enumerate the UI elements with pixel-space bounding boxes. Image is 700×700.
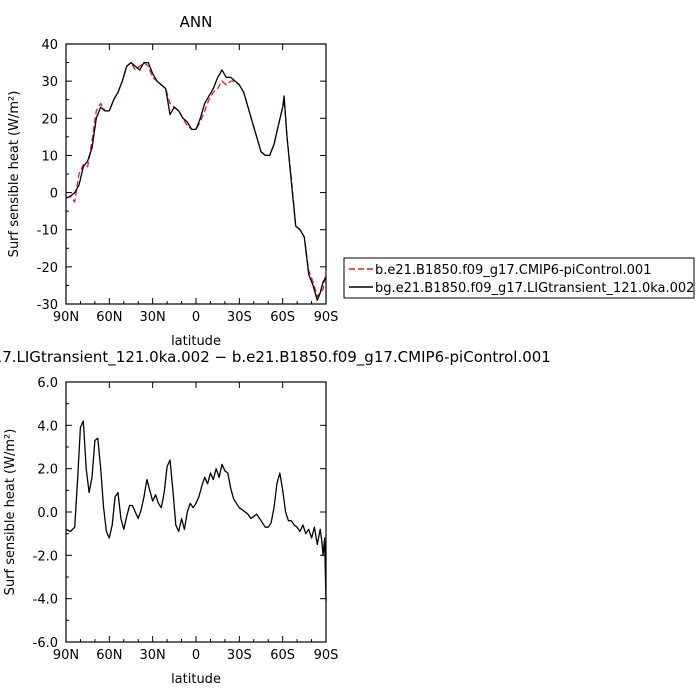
top-series-line-0 bbox=[65, 61, 327, 298]
top-x-tick-label: 90N bbox=[53, 310, 79, 325]
top-x-tick-label: 30S bbox=[227, 310, 252, 325]
bottom-x-tick-label: 30S bbox=[227, 648, 252, 663]
panel-annual-mean: ANN 90N 60N 30N 0 30S 60S 90S 40 30 20 10 0 -10 -20 -… bbox=[7, 13, 338, 349]
top-x-tick-label: 0 bbox=[192, 310, 200, 325]
bottom-y-tick-label: -4.0 bbox=[33, 593, 58, 608]
legend-label-picontrol: b.e21.B1850.f09_g17.CMIP6-piControl.001 bbox=[375, 263, 651, 278]
bottom-x-tick-label: 90S bbox=[314, 648, 339, 663]
top-y-tick-label: -20 bbox=[37, 261, 58, 276]
bottom-y-tick-label: 4.0 bbox=[37, 419, 58, 434]
top-x-tick-label: 30N bbox=[140, 310, 166, 325]
bottom-y-tick-label: -6.0 bbox=[33, 636, 58, 651]
top-x-tick-label: 60N bbox=[96, 310, 122, 325]
top-y-tick-label: -10 bbox=[37, 224, 58, 239]
top-y-tick-label: 20 bbox=[41, 112, 58, 127]
top-plot-frame bbox=[65, 43, 327, 305]
bottom-series-line-0 bbox=[65, 420, 327, 601]
top-y-tick-label: -30 bbox=[37, 298, 58, 313]
top-y-tick-label: 0 bbox=[50, 187, 58, 202]
bottom-series-group bbox=[65, 420, 327, 601]
top-y-axis-label: Surf sensible heat (W/m²) bbox=[7, 91, 22, 258]
top-x-axis-label: latitude bbox=[171, 334, 221, 349]
top-series-group bbox=[65, 61, 327, 301]
top-x-axis: 90N 60N 30N 0 30S 60S 90S bbox=[53, 44, 339, 325]
top-y-tick-label: 40 bbox=[41, 38, 58, 53]
bottom-y-tick-label: 2.0 bbox=[37, 463, 58, 478]
bottom-y-tick-label: 6.0 bbox=[37, 376, 58, 391]
bottom-y-axis: 6.0 4.0 2.0 0.0 -2.0 -4.0 -6.0 bbox=[33, 376, 326, 651]
top-y-axis: 40 30 20 10 0 -10 -20 -30 bbox=[37, 38, 326, 313]
bottom-x-axis-label: latitude bbox=[171, 672, 221, 687]
top-title: ANN bbox=[180, 13, 213, 31]
legend-box bbox=[343, 257, 695, 299]
panel-difference: bg.e21.B1850.f09_g17.LIGtransient_121.0k… bbox=[0, 348, 551, 687]
top-series-line-1 bbox=[65, 61, 327, 301]
bottom-x-tick-label: 60N bbox=[96, 648, 122, 663]
bottom-x-tick-label: 90N bbox=[53, 648, 79, 663]
bottom-title: bg.e21.B1850.f09_g17.LIGtransient_121.0k… bbox=[0, 348, 551, 367]
bottom-x-tick-label: 60S bbox=[270, 648, 295, 663]
bottom-y-tick-label: -2.0 bbox=[33, 549, 58, 564]
bottom-x-axis: 90N 60N 30N 0 30S 60S 90S bbox=[53, 382, 339, 663]
top-x-tick-label: 90S bbox=[314, 310, 339, 325]
bottom-x-tick-label: 0 bbox=[192, 648, 200, 663]
bottom-y-axis-label: Surf sensible heat (W/m²) bbox=[3, 429, 18, 596]
bottom-plot-frame bbox=[65, 381, 327, 643]
top-y-tick-label: 30 bbox=[41, 75, 58, 90]
top-x-tick-label: 60S bbox=[270, 310, 295, 325]
bottom-y-tick-label: 0.0 bbox=[37, 506, 58, 521]
legend-label-ligtransient: bg.e21.B1850.f09_g17.LIGtransient_121.0k… bbox=[375, 281, 694, 296]
bottom-x-tick-label: 30N bbox=[140, 648, 166, 663]
legend: b.e21.B1850.f09_g17.CMIP6-piControl.001 … bbox=[343, 257, 695, 299]
top-y-tick-label: 10 bbox=[41, 149, 58, 164]
